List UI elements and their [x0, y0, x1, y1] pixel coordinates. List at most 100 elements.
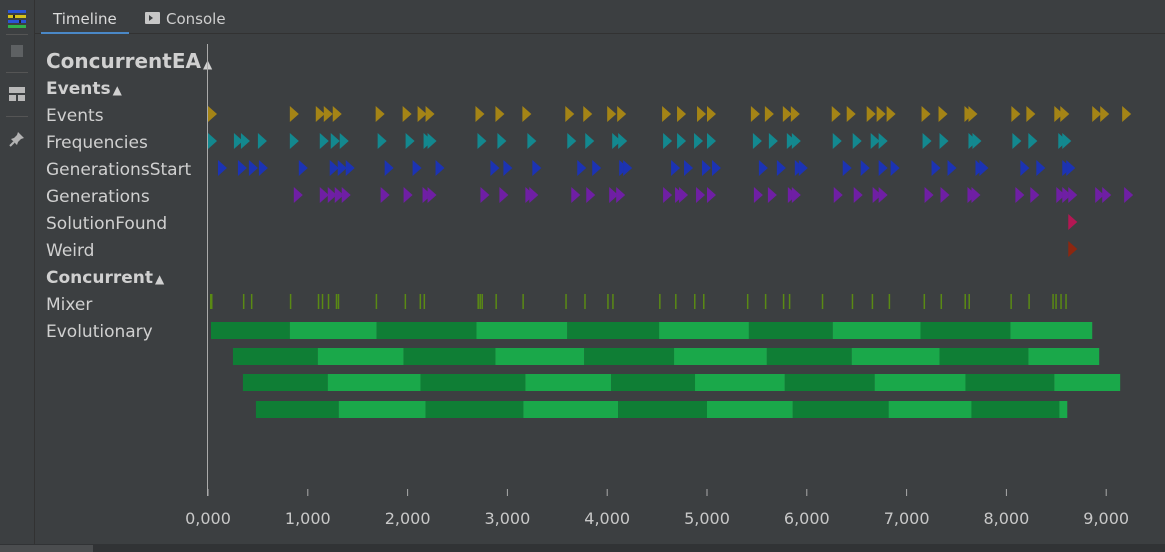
- event-marker-frequencies: [612, 133, 622, 149]
- scrollbar-thumb[interactable]: [0, 545, 93, 552]
- evolutionary-bar: [317, 348, 404, 365]
- event-marker-generationsstart: [532, 160, 542, 176]
- mixer-tick: [584, 294, 586, 309]
- evolutionary-bar: [1054, 374, 1121, 391]
- mixer-tick: [210, 294, 213, 309]
- evolutionary-bar: [888, 401, 972, 418]
- x-tick-label: 8,000: [983, 509, 1029, 528]
- event-marker-frequencies: [257, 133, 267, 149]
- mixer-tick: [888, 294, 891, 309]
- event-marker-generations: [940, 187, 950, 203]
- mixer-tick: [782, 294, 785, 309]
- event-marker-generationsstart: [947, 160, 957, 176]
- tab-bar: Timeline Console: [35, 0, 1165, 35]
- evolutionary-bar: [242, 374, 328, 391]
- layout-icon[interactable]: [6, 83, 28, 105]
- event-marker-generations: [1015, 187, 1025, 203]
- stop-icon[interactable]: [6, 40, 28, 62]
- tree-group-concurrent[interactable]: Concurrent ▲: [46, 268, 165, 288]
- mixer-tick: [1028, 294, 1030, 309]
- tab-console[interactable]: Console: [145, 6, 226, 32]
- event-marker-frequencies: [477, 133, 487, 149]
- event-marker-events: [1026, 106, 1036, 122]
- event-marker-events: [417, 106, 427, 122]
- evolutionary-bar: [832, 322, 921, 339]
- event-marker-generationsstart: [329, 160, 339, 176]
- event-marker-frequencies: [319, 133, 329, 149]
- event-marker-frequencies: [663, 133, 673, 149]
- tab-timeline-label: Timeline: [53, 10, 117, 28]
- evolutionary-bar: [748, 322, 833, 339]
- event-marker-events: [208, 106, 217, 122]
- event-marker-generations: [1062, 187, 1072, 203]
- mixer-tick: [479, 294, 481, 309]
- event-marker-generationsstart: [217, 160, 227, 176]
- event-marker-events: [522, 106, 532, 122]
- event-marker-generationsstart: [671, 160, 681, 176]
- event-marker-events: [607, 106, 617, 122]
- evolutionary-bar: [792, 401, 889, 418]
- mixer-tick: [317, 294, 320, 309]
- evolutionary-bar: [611, 374, 696, 391]
- tab-timeline[interactable]: Timeline: [41, 6, 129, 35]
- event-marker-frequencies: [791, 133, 801, 149]
- event-marker-frequencies: [497, 133, 507, 149]
- pin-icon[interactable]: [6, 128, 28, 150]
- event-marker-generationsstart: [798, 160, 808, 176]
- event-marker-generations: [480, 187, 490, 203]
- evolutionary-bar: [376, 322, 477, 339]
- evolutionary-bar: [659, 322, 749, 339]
- event-marker-events: [332, 106, 342, 122]
- event-marker-generationsstart: [345, 160, 355, 176]
- event-marker-events: [1011, 106, 1021, 122]
- mixer-tick: [242, 294, 245, 309]
- event-marker-frequencies: [339, 133, 349, 149]
- evolutionary-bar: [327, 374, 421, 391]
- evolutionary-bar: [784, 374, 875, 391]
- evolutionary-bar: [523, 401, 619, 418]
- mixer-tick: [923, 294, 926, 309]
- event-marker-frequencies: [1028, 133, 1038, 149]
- horizontal-scrollbar[interactable]: [0, 544, 1165, 552]
- evolutionary-bar: [425, 401, 524, 418]
- event-marker-events: [707, 106, 716, 122]
- event-marker-generations: [872, 187, 882, 203]
- event-marker-generations: [403, 187, 413, 203]
- x-tick-label: 9,000: [1083, 509, 1129, 528]
- event-marker-generations: [499, 187, 509, 203]
- evolutionary-bar: [920, 322, 1011, 339]
- event-marker-frequencies: [870, 133, 880, 149]
- event-marker-generations: [586, 187, 596, 203]
- event-marker-events: [495, 106, 505, 122]
- event-marker-frequencies: [585, 133, 595, 149]
- mixer-tick: [209, 294, 212, 309]
- mixer-tick: [565, 294, 567, 309]
- tree-root[interactable]: ConcurrentEA▲: [46, 49, 212, 73]
- event-marker-frequencies: [939, 133, 949, 149]
- event-marker-generations: [924, 187, 934, 203]
- event-marker-events: [475, 106, 485, 122]
- event-marker-events: [1060, 106, 1070, 122]
- tree-row-weird: Weird: [46, 241, 95, 261]
- event-marker-generations: [334, 187, 344, 203]
- x-tick-label: 6,000: [784, 509, 830, 528]
- event-marker-generationsstart: [384, 160, 394, 176]
- collapse-triangle-icon[interactable]: ▲: [112, 83, 122, 97]
- timeline-chart[interactable]: 0,000 1,000 2,000 3,000 4,000 5,000 6,000 7,000…: [35, 34, 1165, 544]
- tree-row-frequencies: Frequencies: [46, 133, 148, 153]
- event-marker-generations: [609, 187, 619, 203]
- event-marker-generations: [767, 187, 777, 203]
- evolutionary-bar: [971, 401, 1060, 418]
- event-marker-frequencies: [330, 133, 340, 149]
- collapse-triangle-icon[interactable]: ▲: [154, 272, 165, 286]
- timeline-panel: ConcurrentEA▲ Events▲ Events Frequencies…: [35, 34, 1165, 544]
- mixer-tick: [321, 294, 324, 309]
- timeline-app-icon[interactable]: [6, 8, 28, 30]
- event-marker-generationsstart: [435, 160, 445, 176]
- event-marker-generations: [791, 187, 801, 203]
- evolutionary-bar: [420, 374, 526, 391]
- event-marker-generationsstart: [776, 160, 786, 176]
- x-tick-label: 7,000: [884, 509, 930, 528]
- tree-group-events[interactable]: Events ▲: [46, 79, 122, 99]
- evolutionary-bar: [476, 322, 568, 339]
